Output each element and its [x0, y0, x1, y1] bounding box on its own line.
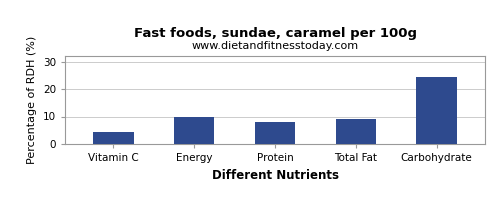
- Bar: [94, 132, 134, 144]
- Y-axis label: Percentage of RDH (%): Percentage of RDH (%): [28, 36, 38, 164]
- Bar: [336, 119, 376, 144]
- Bar: [255, 122, 295, 144]
- Text: Fast foods, sundae, caramel per 100g: Fast foods, sundae, caramel per 100g: [134, 27, 416, 40]
- Bar: [416, 77, 457, 144]
- Bar: [174, 116, 214, 144]
- X-axis label: Different Nutrients: Different Nutrients: [212, 169, 338, 182]
- Text: www.dietandfitnesstoday.com: www.dietandfitnesstoday.com: [192, 41, 358, 51]
